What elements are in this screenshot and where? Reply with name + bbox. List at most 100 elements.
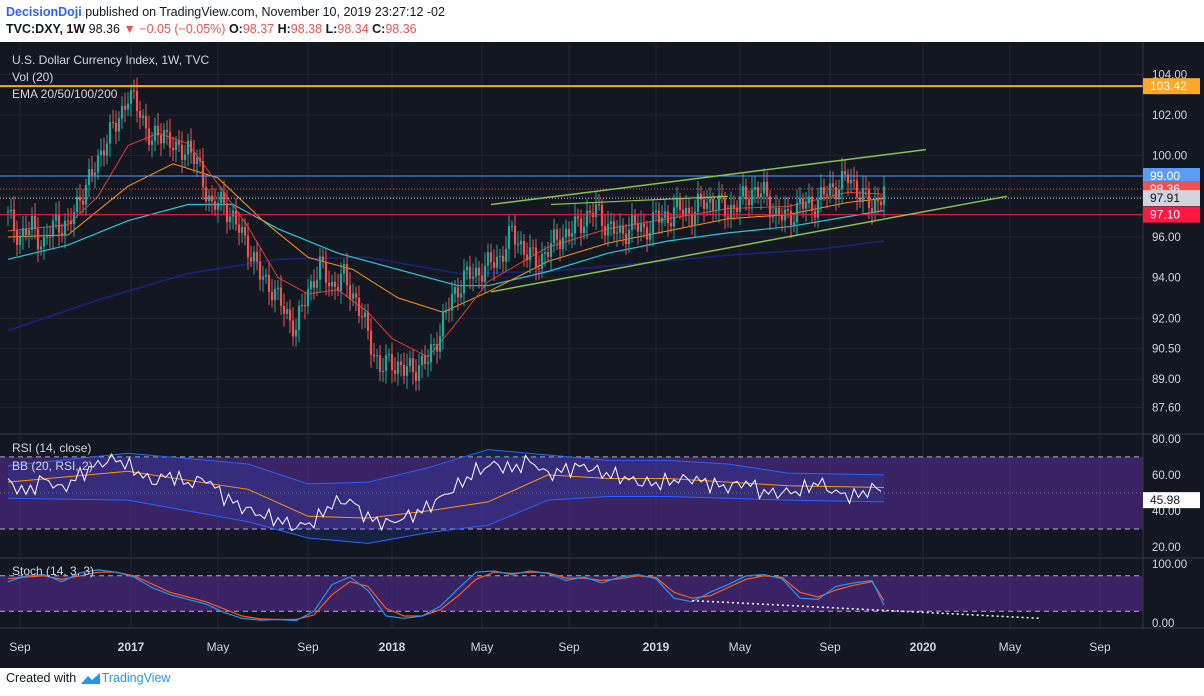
rsi-legend[interactable]: RSI (14, close): [12, 441, 91, 455]
rsi-label-text: 45.98: [1150, 493, 1180, 507]
publish-line: DecisionDoji published on TradingView.co…: [6, 5, 445, 19]
candle-body: [123, 105, 127, 110]
candle-body: [210, 195, 214, 202]
candle-body: [828, 183, 832, 196]
bb-mid-line: [7, 470, 885, 519]
candle-body: [522, 241, 526, 255]
footer: Created with TradingView: [6, 671, 170, 686]
candle-body: [252, 252, 256, 262]
x-tick-label: Sep: [819, 640, 841, 654]
candle-body: [156, 125, 160, 136]
candle-body: [261, 276, 265, 280]
x-tick-label: May: [471, 640, 494, 654]
candle-body: [72, 212, 76, 224]
candle-body: [378, 355, 382, 372]
candle-body: [15, 230, 19, 245]
open-label: O:: [228, 22, 243, 36]
candle-body: [102, 150, 106, 156]
candle-body: [771, 214, 775, 218]
candle-body: [258, 261, 262, 280]
rsi-line: [7, 453, 882, 532]
chart-header: DecisionDoji published on TradingView.co…: [0, 0, 1204, 42]
high-value: 98.38: [290, 22, 323, 36]
candle-body: [396, 361, 400, 374]
candle-body: [138, 110, 142, 118]
candle-body: [825, 194, 829, 196]
candle-body: [318, 256, 322, 280]
stoch-legend[interactable]: Stoch (14, 3, 3): [12, 564, 94, 578]
candle-body: [561, 237, 565, 250]
ema-legend[interactable]: EMA 20/50/100/200: [12, 87, 118, 101]
x-tick-label: May: [999, 640, 1022, 654]
candle-body: [492, 262, 496, 268]
chart-canvas[interactable]: 104.00102.00100.0098.0096.0094.0092.0090…: [0, 42, 1204, 668]
candle-body: [879, 201, 883, 206]
candle-body: [33, 215, 37, 229]
candle-body: [786, 209, 790, 211]
candle-body: [225, 203, 229, 223]
candle-body: [330, 281, 334, 287]
candle-body: [201, 161, 205, 188]
vol-legend[interactable]: Vol (20): [12, 70, 53, 84]
candle-body: [285, 309, 289, 314]
published-text: published on TradingView.com, November 1…: [85, 5, 445, 19]
candle-body: [291, 320, 295, 337]
candle-body: [606, 223, 610, 236]
candle-body: [147, 128, 151, 145]
candle-body: [528, 247, 532, 261]
candle-body: [159, 135, 163, 144]
y-tick-label: 102.00: [1152, 110, 1187, 122]
candle-body: [750, 189, 754, 206]
candle-body: [471, 276, 475, 279]
candle-body: [243, 227, 247, 236]
candle-body: [132, 90, 136, 92]
candle-body: [189, 140, 193, 153]
candle-body: [12, 209, 16, 231]
candle-body: [540, 253, 544, 269]
candle-body: [255, 252, 259, 262]
candle-body: [600, 204, 604, 226]
candle-body: [387, 354, 391, 356]
candle-body: [108, 122, 112, 144]
candle-body: [558, 239, 562, 250]
candle-body: [861, 188, 865, 203]
candle-body: [645, 227, 649, 240]
candle-body: [432, 344, 436, 346]
candle-body: [603, 225, 607, 236]
symbol-label[interactable]: TVC:DXY, 1W: [6, 22, 86, 36]
y-tick-label: 40.00: [1152, 506, 1181, 518]
candle-body: [531, 247, 535, 249]
price-axis[interactable]: [1143, 42, 1204, 668]
y-tick-label: 80.00: [1152, 434, 1181, 446]
candle-body: [609, 221, 613, 224]
candle-body: [759, 193, 763, 198]
y-tick-label: 60.00: [1152, 470, 1181, 482]
open-value: 98.37: [242, 22, 275, 36]
bb-legend[interactable]: BB (20, RSI, 2): [12, 459, 93, 473]
candle-body: [546, 252, 550, 257]
candle-body: [234, 210, 238, 225]
price-label-box: [1143, 168, 1200, 184]
candle-body: [573, 216, 577, 234]
candle-body: [48, 236, 52, 238]
y-tick-label: 20.00: [1152, 542, 1181, 554]
candle-body: [657, 210, 661, 223]
candle-body: [294, 329, 298, 337]
candle-body: [300, 305, 304, 307]
candle-body: [21, 228, 25, 238]
candle-body: [459, 293, 463, 298]
candle-body: [711, 199, 715, 211]
x-tick-label: Sep: [297, 640, 319, 654]
candle-body: [192, 152, 196, 165]
candle-body: [666, 211, 670, 224]
candle-body: [543, 252, 547, 254]
candle-body: [597, 204, 601, 206]
tradingview-brand[interactable]: TradingView: [101, 671, 171, 685]
divergence-line: [691, 599, 1041, 620]
candle-body: [612, 221, 616, 234]
y-tick-label: 100.00: [1152, 151, 1187, 163]
author-link[interactable]: DecisionDoji: [6, 5, 82, 19]
candle-body: [303, 305, 307, 307]
ema50-line: [7, 163, 885, 313]
stoch-k-line: [7, 569, 885, 622]
